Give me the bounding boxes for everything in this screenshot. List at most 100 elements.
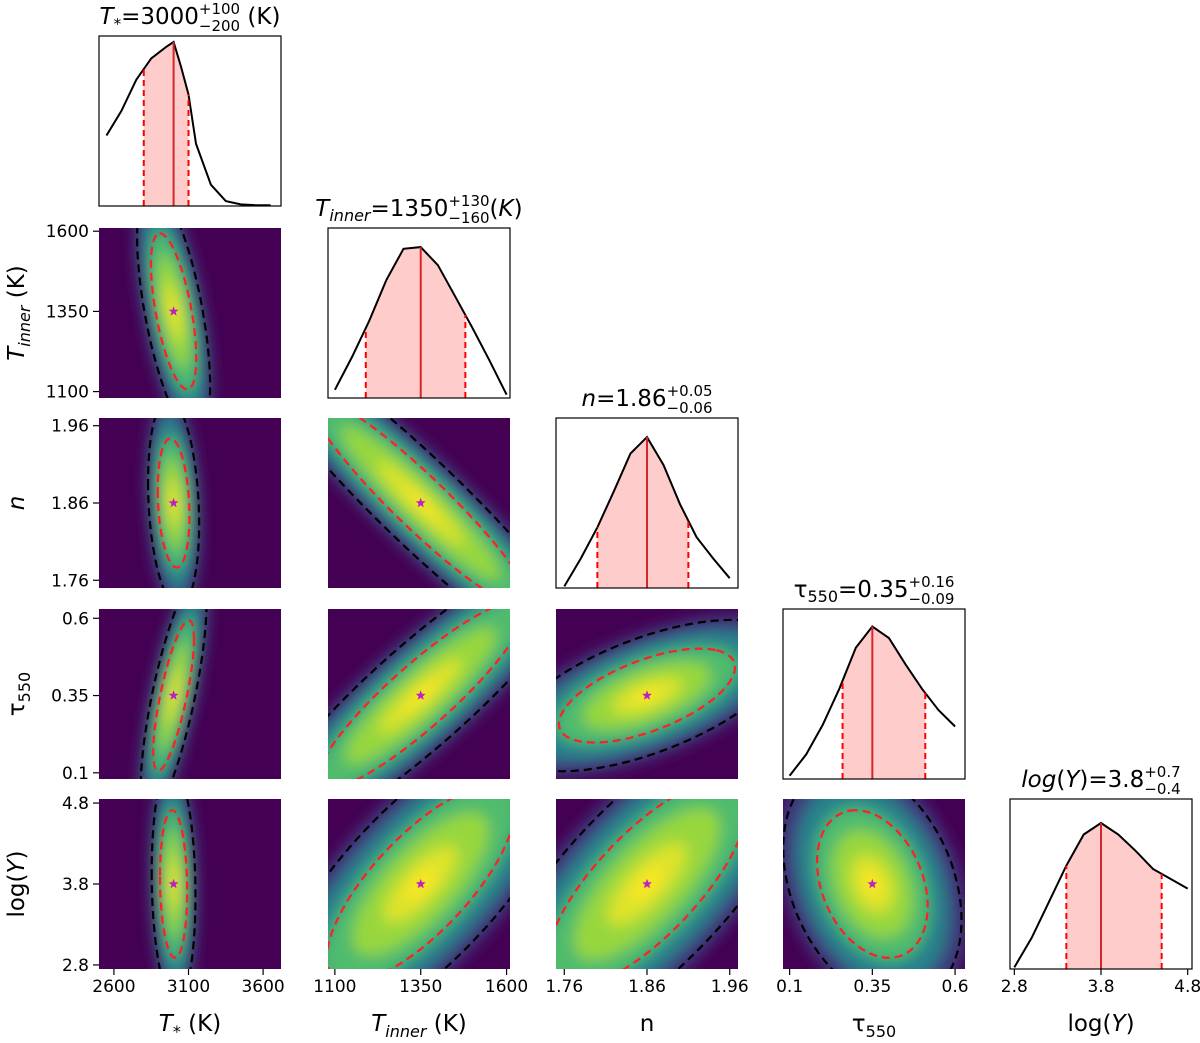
y-tick-label: 1.86 (51, 494, 89, 514)
x-tick-label: 1.76 (545, 977, 583, 997)
marginal-panel-n: n=1.86+0.05 −0.06 (555, 382, 739, 589)
density-panel-logy-vs-n (556, 799, 738, 969)
x-axis-label-tinner: Tinner (K) (371, 1011, 467, 1041)
outer-contour (783, 799, 963, 969)
y-tick-label: 0.35 (51, 687, 89, 707)
x-axis-label-n: n (640, 1011, 655, 1037)
density-panel-tau-vs-n (556, 609, 738, 779)
credible-region-tstar (143, 42, 189, 206)
inner-contour (816, 809, 929, 959)
panel-title-tstar: T*=3000+100 −200 (K) (100, 0, 281, 35)
outer-contour (556, 618, 738, 773)
marginal-frame-tinner (327, 227, 511, 399)
marginal-panel-tstar: T*=3000+100 −200 (K) (98, 0, 282, 207)
median-star (642, 878, 652, 889)
x-axis-label-tstar: T* (K) (159, 1011, 221, 1041)
y-tick-label: 1.76 (51, 571, 89, 591)
marginal-frame-tau (782, 608, 966, 780)
x-tick-label: 0.35 (853, 977, 891, 997)
density-panel-logy-vs-tinner (328, 799, 510, 969)
credible-region-logy (1066, 823, 1162, 969)
x-tick-label: 1.96 (711, 977, 749, 997)
credible-region-tau (842, 627, 926, 779)
x-axis-logy: 2.8 3.8 4.8 (1001, 969, 1200, 997)
panel-title-logy: log(Y)=3.8+0.7 −0.4 (1021, 763, 1180, 798)
median-star (415, 690, 426, 700)
density-panel-tau-vs-tinner (328, 609, 510, 779)
outer-contour (150, 799, 197, 969)
y-axis-label-n: n (4, 496, 30, 511)
inner-contour (556, 799, 738, 969)
x-axis-tau: 0.1 0.35 0.6 (776, 969, 969, 997)
y-axis-label-tinner: Tinner (K) (4, 265, 34, 361)
y-axis-label-logy: log(Y) (4, 850, 30, 917)
x-tick-label: 1350 (399, 977, 442, 997)
y-axis-label-tau: τ550 (4, 672, 34, 716)
median-star (168, 306, 179, 316)
x-tick-label: 1600 (485, 977, 528, 997)
y-tick-label: 1100 (46, 383, 89, 403)
density-panel-logy-vs-tau (783, 799, 965, 969)
panel-title-tau: τ550=0.35+0.16 −0.09 (794, 573, 955, 608)
credible-region-tinner (365, 247, 466, 398)
credible-region-n (597, 437, 689, 588)
density-panel-n-vs-tinner (328, 418, 510, 588)
marginal-panel-logy: log(Y)=3.8+0.7 −0.4 (1009, 763, 1193, 970)
inner-contour (152, 619, 196, 772)
marginal-curve-tinner (334, 246, 508, 396)
x-tick-label: 3.8 (1087, 977, 1114, 997)
density-panel-logy-vs-tstar (99, 799, 281, 969)
marginal-frame-tstar (98, 35, 282, 207)
y-axis-logy: 2.8 3.8 4.8 (62, 794, 99, 976)
inner-contour (328, 799, 510, 969)
inner-contour (158, 809, 189, 959)
x-tick-label: 1.86 (628, 977, 666, 997)
marginal-curve-n (563, 435, 731, 587)
density-panel-n-vs-tstar (99, 418, 281, 588)
outer-contour (136, 228, 212, 398)
x-tick-label: 0.6 (942, 977, 969, 997)
panel-title-n: n=1.86+0.05 −0.06 (582, 382, 713, 417)
x-axis-tinner: 1100 1350 1600 (313, 969, 528, 997)
outer-contour (328, 418, 510, 588)
marginal-panel-tinner: Tinner=1350+130 −160(K) (315, 192, 523, 399)
y-tick-label: 4.8 (62, 794, 89, 814)
y-tick-label: 0.6 (62, 609, 89, 629)
y-tick-label: 2.8 (62, 956, 89, 976)
outer-contour (328, 609, 510, 779)
x-tick-label: 4.8 (1174, 977, 1200, 997)
y-tick-label: 1350 (46, 302, 89, 322)
inner-contour (149, 232, 198, 391)
density-panel-tinner-vs-tstar (99, 228, 281, 398)
y-axis-tinner: 1100 1350 1600 (46, 222, 99, 403)
inner-contour (328, 609, 510, 779)
y-tick-label: 0.1 (62, 764, 89, 784)
median-star (642, 690, 652, 700)
median-star (415, 878, 426, 889)
x-axis-n: 1.76 1.86 1.96 (545, 969, 749, 997)
median-star (415, 497, 426, 508)
inner-contour (557, 647, 737, 744)
y-tick-label: 1600 (46, 222, 89, 242)
inner-contour (156, 437, 191, 569)
x-tick-label: 0.1 (776, 977, 803, 997)
inner-contour (328, 418, 510, 588)
x-tick-label: 2600 (92, 977, 135, 997)
outer-contour (146, 418, 201, 588)
marginal-frame-n (555, 417, 739, 589)
x-tick-label: 3100 (167, 977, 210, 997)
density-panel-tau-vs-tstar (99, 609, 281, 779)
x-axis-label-logy: log(Y) (1067, 1011, 1134, 1037)
y-axis-tau: 0.1 0.35 0.6 (51, 609, 99, 784)
median-star (168, 497, 179, 508)
median-star (867, 878, 878, 889)
y-tick-label: 1.96 (51, 417, 89, 437)
x-tick-label: 1100 (313, 977, 356, 997)
y-tick-label: 3.8 (62, 875, 89, 895)
y-axis-n: 1.76 1.86 1.96 (51, 417, 99, 591)
median-star (168, 878, 179, 889)
x-tick-label: 2.8 (1001, 977, 1028, 997)
marginal-panel-tau: τ550=0.35+0.16 −0.09 (782, 573, 966, 780)
x-axis-tstar: 2600 3100 3600 (92, 969, 285, 997)
